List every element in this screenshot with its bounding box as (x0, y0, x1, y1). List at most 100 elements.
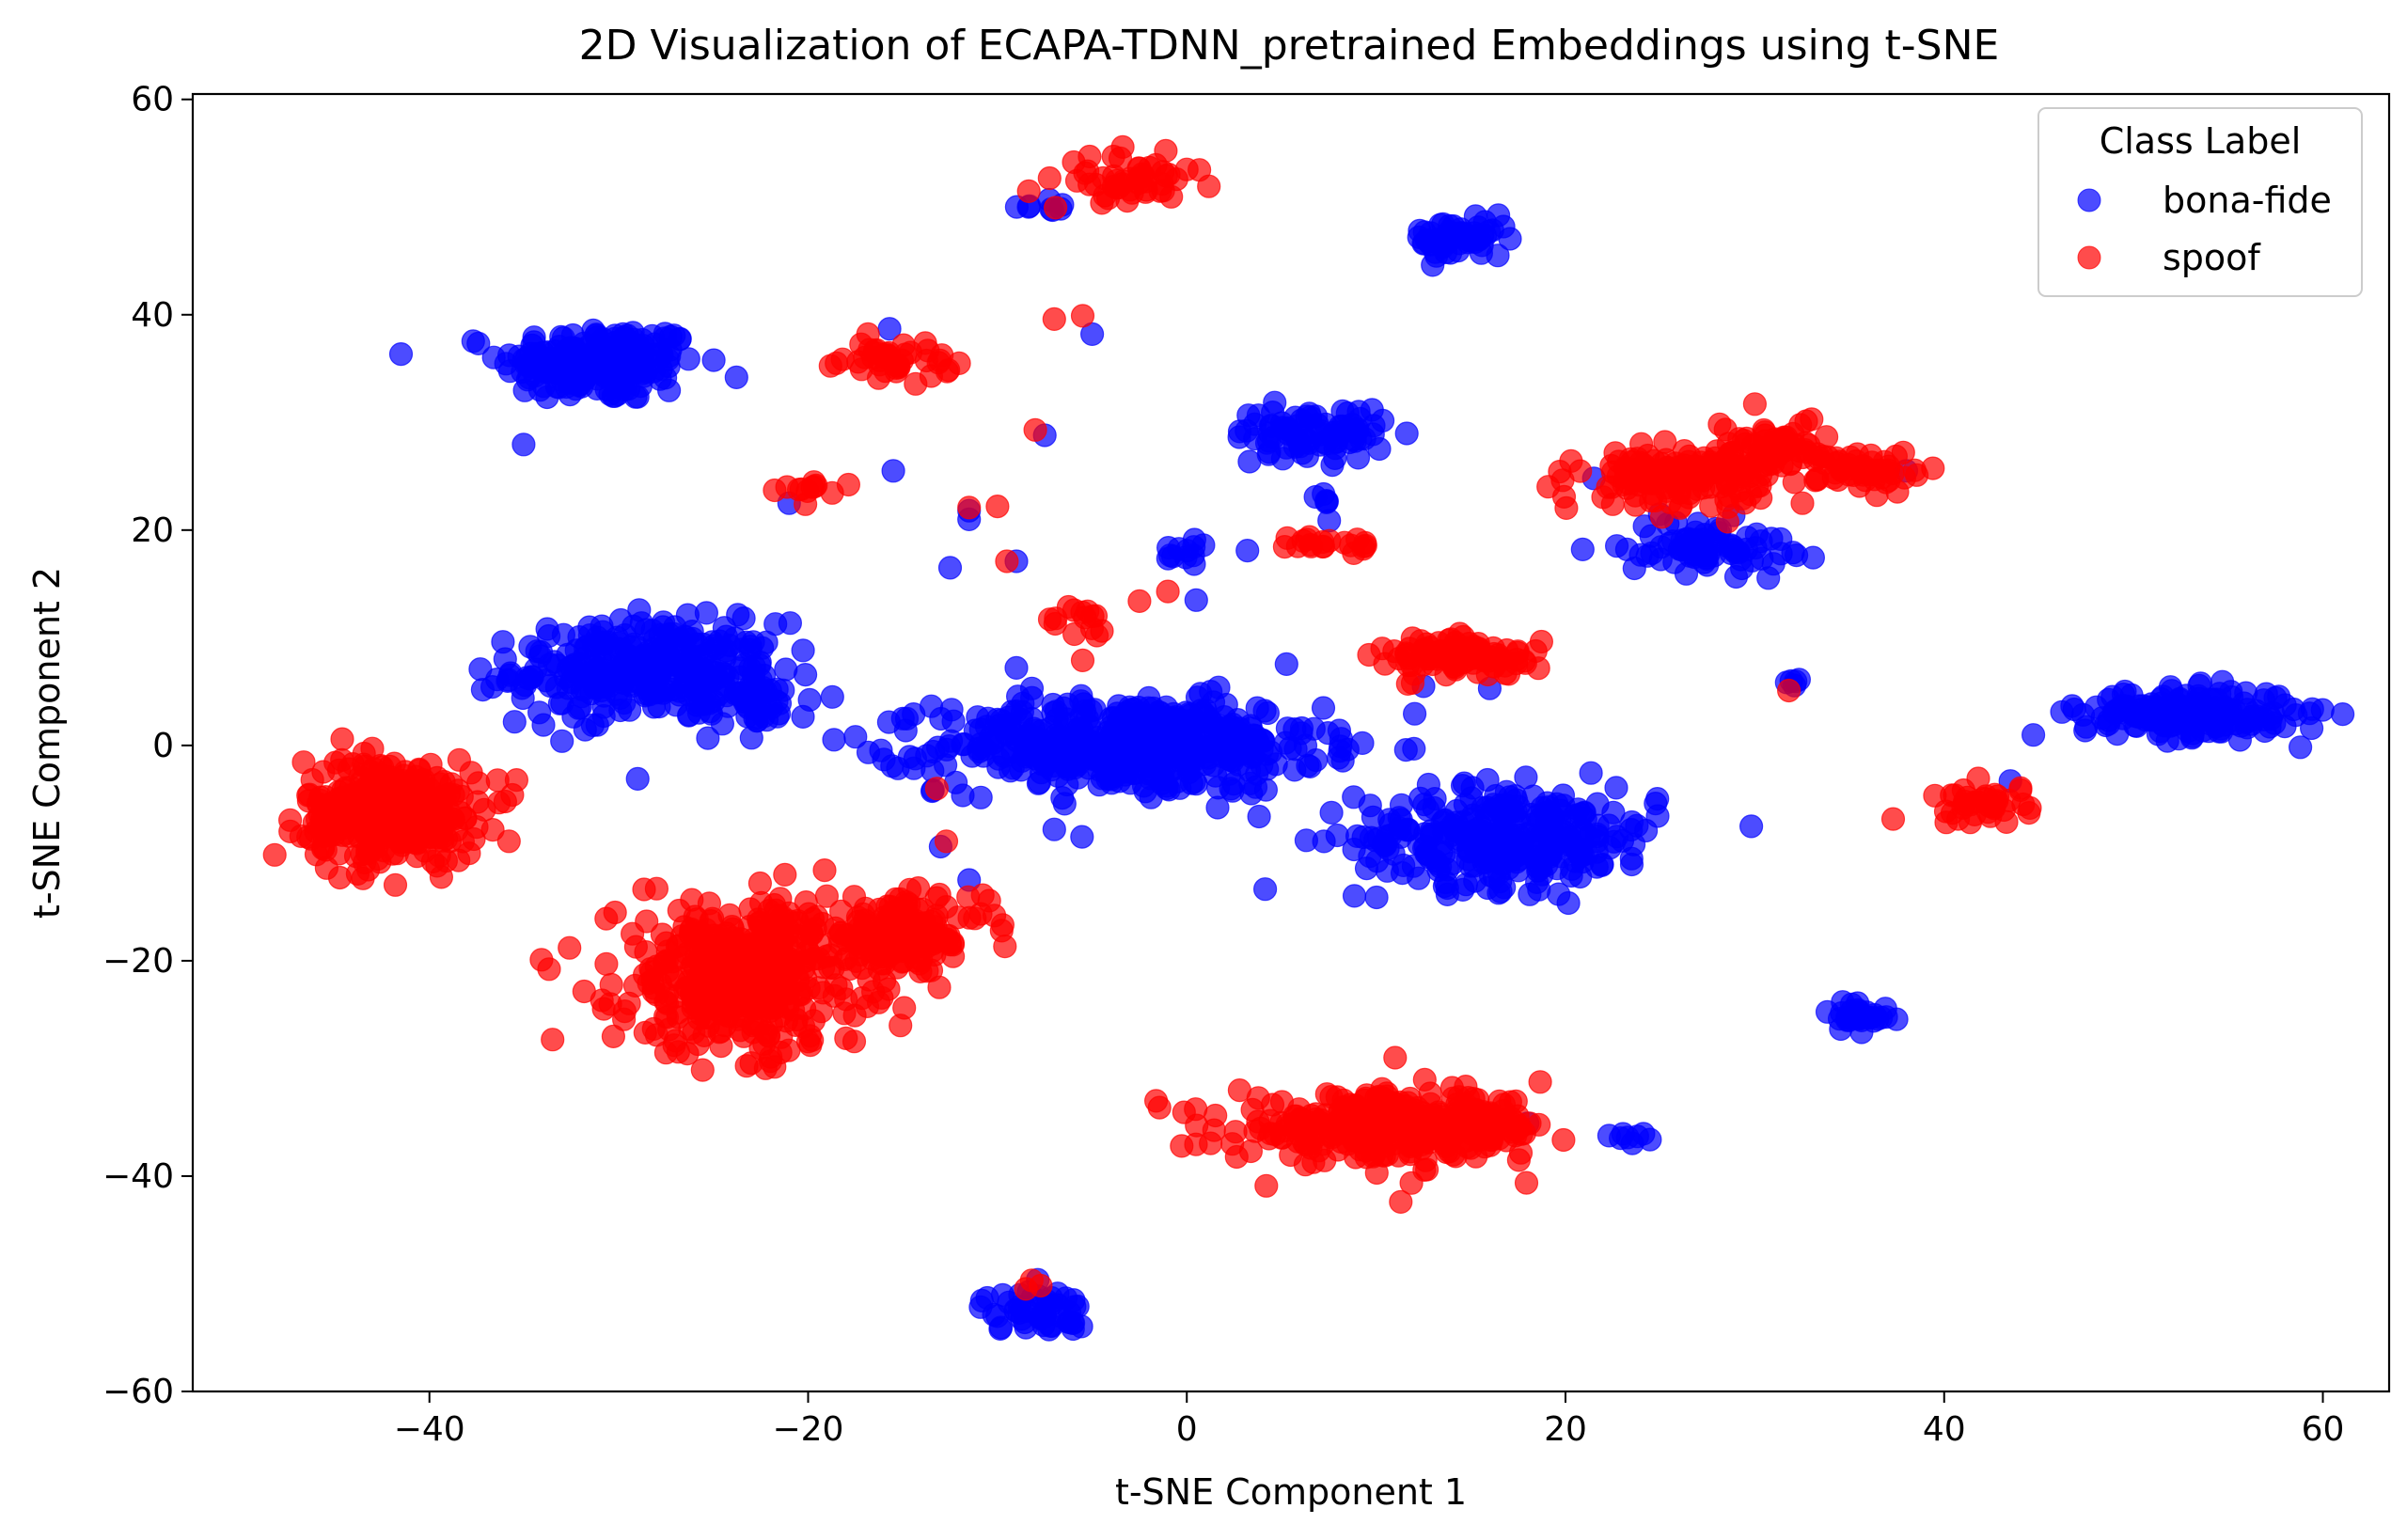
point-bona-fide (1004, 655, 1029, 681)
point-spoof (1770, 453, 1794, 478)
point-spoof (1790, 491, 1815, 515)
point-spoof (1131, 164, 1156, 188)
y-tick-label: 0 (152, 727, 174, 765)
y-tick-label: −20 (102, 942, 174, 981)
point-bona-fide (774, 657, 798, 682)
point-spoof (311, 760, 336, 784)
point-bona-fide (1294, 828, 1319, 853)
point-spoof (773, 862, 797, 888)
point-spoof (396, 787, 420, 812)
point-spoof (857, 967, 881, 992)
point-spoof (1393, 1093, 1418, 1119)
point-spoof (746, 907, 771, 932)
point-spoof (1311, 529, 1335, 555)
point-spoof (1628, 432, 1654, 456)
point-bona-fide (696, 726, 720, 750)
legend-label-spoof: spoof (2163, 237, 2261, 278)
point-spoof (774, 1009, 799, 1033)
point-bona-fide (1413, 834, 1438, 859)
point-bona-fide (1180, 733, 1205, 759)
point-bona-fide (732, 605, 756, 631)
point-spoof (330, 823, 354, 847)
point-bona-fide (1549, 844, 1573, 869)
point-spoof (1227, 1077, 1252, 1103)
point-spoof (755, 930, 780, 955)
point-bona-fide (1323, 446, 1347, 470)
point-bona-fide (1256, 442, 1281, 466)
point-spoof (777, 901, 801, 925)
point-bona-fide (1518, 882, 1542, 906)
point-bona-fide (1068, 748, 1093, 773)
point-bona-fide (1247, 804, 1271, 829)
point-spoof (1147, 1095, 1172, 1120)
point-bona-fide (1416, 772, 1441, 797)
point-spoof (1389, 1189, 1413, 1215)
legend-label-bona-fide: bona-fide (2163, 180, 2332, 221)
point-bona-fide (466, 331, 491, 355)
point-bona-fide (791, 638, 815, 663)
point-spoof (1727, 427, 1752, 451)
point-spoof (689, 964, 714, 988)
point-bona-fide (1158, 707, 1183, 731)
point-bona-fide (1039, 715, 1063, 740)
point-bona-fide (1050, 785, 1075, 810)
point-spoof (1062, 621, 1087, 647)
point-spoof (599, 972, 623, 998)
point-bona-fide (1328, 423, 1352, 448)
point-spoof (885, 932, 909, 956)
point-bona-fide (985, 707, 1010, 732)
point-bona-fide (745, 708, 769, 733)
point-bona-fide (1252, 877, 1278, 902)
point-spoof (1854, 462, 1880, 486)
point-bona-fide (2158, 693, 2183, 718)
point-spoof (1202, 1118, 1226, 1142)
point-bona-fide (617, 698, 642, 722)
point-bona-fide (1394, 421, 1419, 446)
point-bona-fide (1549, 821, 1573, 846)
point-spoof (801, 1009, 826, 1033)
point-spoof (851, 902, 875, 926)
point-bona-fide (929, 706, 953, 731)
point-bona-fide (629, 611, 653, 636)
x-tick-label: 40 (1923, 1410, 1966, 1449)
point-bona-fide (514, 346, 539, 370)
point-bona-fide (1619, 852, 1644, 877)
point-bona-fide (1319, 800, 1344, 825)
point-spoof (1864, 483, 1889, 508)
point-bona-fide (968, 785, 993, 809)
point-spoof (1414, 1157, 1439, 1182)
point-spoof (1776, 678, 1801, 703)
point-bona-fide (2331, 701, 2355, 727)
point-bona-fide (1492, 800, 1517, 825)
plot-area (191, 92, 2391, 1393)
point-bona-fide (590, 614, 614, 638)
point-bona-fide (1042, 817, 1066, 841)
point-spoof (1885, 479, 1910, 504)
point-bona-fide (872, 747, 896, 772)
point-bona-fide (701, 348, 726, 372)
x-tick-label: −20 (772, 1410, 843, 1449)
point-spoof (1223, 1120, 1248, 1144)
point-bona-fide (692, 691, 717, 715)
point-spoof (634, 939, 658, 965)
point-spoof (924, 777, 950, 801)
point-spoof (1548, 460, 1572, 484)
point-bona-fide (1179, 771, 1204, 795)
point-spoof (541, 1028, 565, 1052)
point-spoof (1443, 647, 1468, 672)
point-bona-fide (1221, 771, 1246, 796)
point-spoof (947, 351, 971, 375)
point-spoof (1395, 671, 1420, 697)
point-spoof (1127, 589, 1152, 614)
legend-title: Class Label (2100, 120, 2302, 162)
point-bona-fide (564, 660, 590, 685)
point-spoof (356, 773, 381, 797)
point-bona-fide (1750, 546, 1774, 571)
point-spoof (927, 975, 952, 999)
point-bona-fide (1614, 537, 1640, 562)
point-bona-fide (771, 678, 795, 702)
point-bona-fide (1478, 863, 1503, 888)
point-bona-fide (1579, 761, 1603, 785)
point-spoof (1466, 636, 1490, 661)
point-bona-fide (1134, 734, 1158, 759)
